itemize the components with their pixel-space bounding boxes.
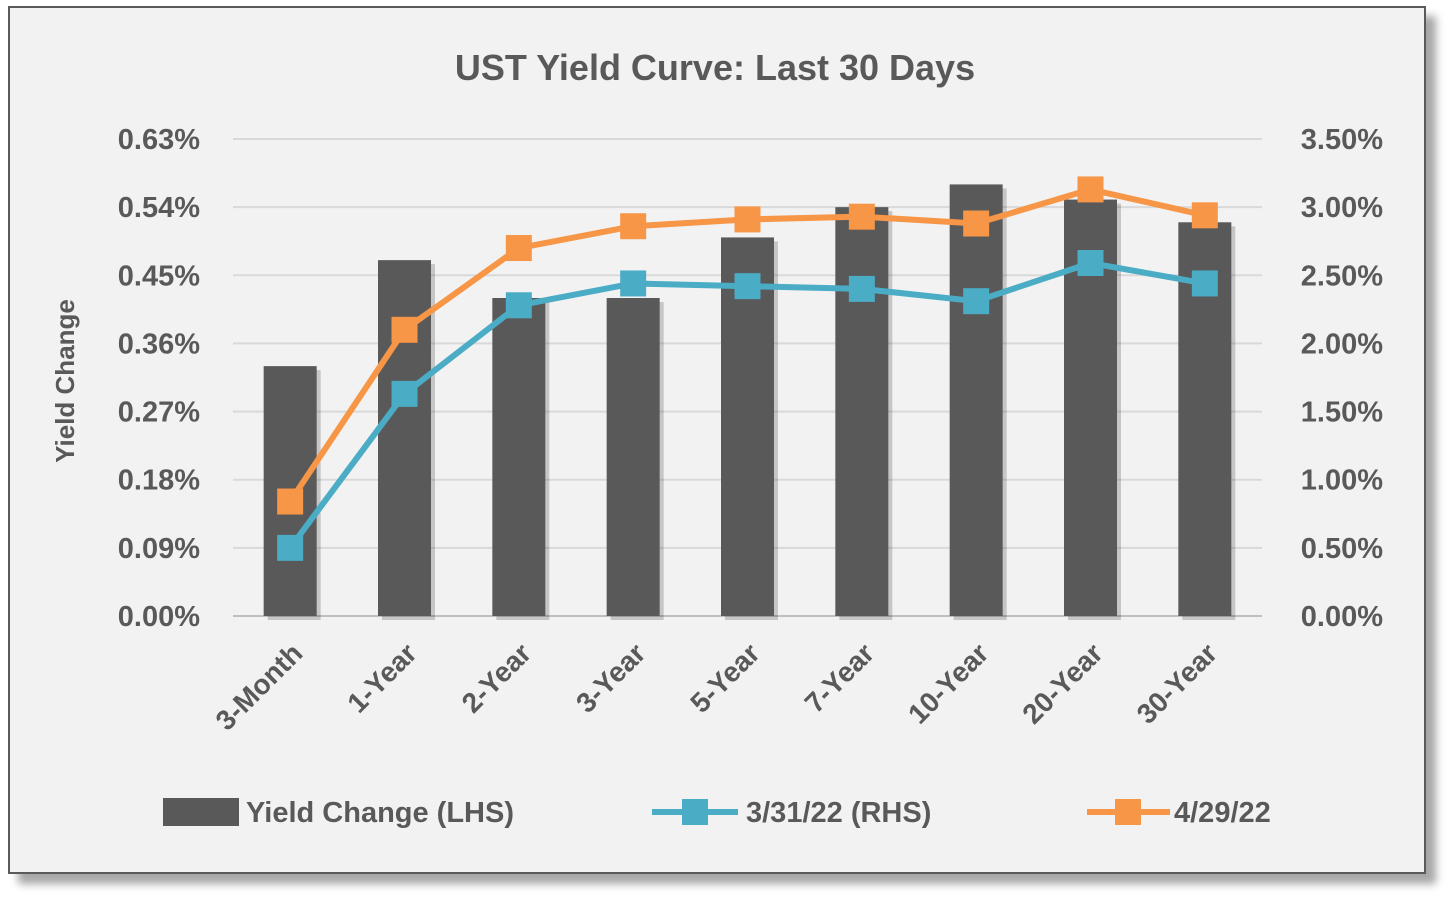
y-tick-label-left: 0.00% bbox=[118, 601, 200, 633]
point-marker bbox=[505, 235, 532, 262]
x-tick-label: 2-Year bbox=[456, 637, 537, 718]
point-marker bbox=[1077, 250, 1104, 277]
y-tick-label-right: 2.50% bbox=[1301, 260, 1383, 292]
bar bbox=[492, 298, 546, 616]
x-tick-label: 30-Year bbox=[1131, 637, 1223, 729]
x-tick-label: 10-Year bbox=[902, 637, 994, 729]
point-marker bbox=[277, 488, 304, 515]
point-marker bbox=[963, 288, 990, 315]
bar bbox=[949, 184, 1003, 616]
y-tick-label-right: 1.50% bbox=[1301, 397, 1383, 429]
y-tick-label-left: 0.45% bbox=[118, 260, 200, 292]
y-tick-label-right: 0.50% bbox=[1301, 533, 1383, 565]
legend-swatch-bar bbox=[163, 798, 239, 826]
bar bbox=[606, 298, 660, 616]
legend-label: 3/31/22 (RHS) bbox=[746, 797, 931, 829]
y-tick-label-right: 3.00% bbox=[1301, 192, 1383, 224]
axis-ticks: 0.00% 0.00% 0.09% 0.50% 0.18% 1.00% 0.27% 1.50%… bbox=[118, 124, 1383, 633]
point-marker bbox=[1191, 270, 1218, 297]
y-tick-label-left: 0.18% bbox=[118, 465, 200, 497]
point-marker bbox=[277, 534, 304, 561]
y-tick-label-left: 0.27% bbox=[118, 397, 200, 429]
legend: Yield Change (LHS) 3/31/22 (RHS) 4/29/22 bbox=[163, 797, 1271, 829]
point-marker bbox=[734, 273, 761, 300]
y-tick-label-left: 0.54% bbox=[118, 192, 200, 224]
y-tick-label-left: 0.63% bbox=[118, 124, 200, 156]
point-marker bbox=[848, 275, 875, 302]
legend-swatch-marker bbox=[1115, 799, 1141, 825]
y-tick-label-right: 1.00% bbox=[1301, 465, 1383, 497]
bar bbox=[721, 237, 774, 616]
legend-label: Yield Change (LHS) bbox=[246, 797, 514, 829]
point-marker bbox=[734, 206, 761, 233]
x-tick-label: 7-Year bbox=[799, 637, 880, 718]
legend-label: 4/29/22 bbox=[1174, 797, 1271, 829]
point-marker bbox=[848, 203, 875, 230]
chart-title: UST Yield Curve: Last 30 Days bbox=[455, 47, 975, 88]
point-marker bbox=[620, 213, 647, 240]
y-tick-label-right: 0.00% bbox=[1301, 601, 1383, 633]
y-tick-label-left: 0.09% bbox=[118, 533, 200, 565]
y-axis-title: Yield Change bbox=[50, 299, 80, 463]
point-marker bbox=[620, 270, 647, 297]
x-tick-label: 3-Year bbox=[570, 637, 651, 718]
category-labels: 3-Month 1-Year 2-Year 3-Year 5-Year 7-Year 10-… bbox=[210, 637, 1224, 736]
point-marker bbox=[1077, 176, 1104, 203]
point-marker bbox=[505, 292, 532, 319]
x-tick-label: 3-Month bbox=[210, 637, 309, 736]
point-marker bbox=[391, 380, 418, 407]
legend-swatch-marker bbox=[682, 799, 708, 825]
point-marker bbox=[1191, 202, 1218, 229]
point-marker bbox=[963, 210, 990, 237]
bar bbox=[835, 207, 889, 616]
x-tick-label: 20-Year bbox=[1016, 637, 1108, 729]
y-tick-label-right: 2.00% bbox=[1301, 328, 1383, 360]
line-series bbox=[277, 176, 1218, 561]
y-tick-label-right: 3.50% bbox=[1301, 124, 1383, 156]
x-tick-label: 5-Year bbox=[684, 637, 765, 718]
y-tick-label-left: 0.36% bbox=[118, 328, 200, 360]
point-marker bbox=[391, 316, 418, 343]
x-tick-label: 1-Year bbox=[341, 637, 422, 718]
